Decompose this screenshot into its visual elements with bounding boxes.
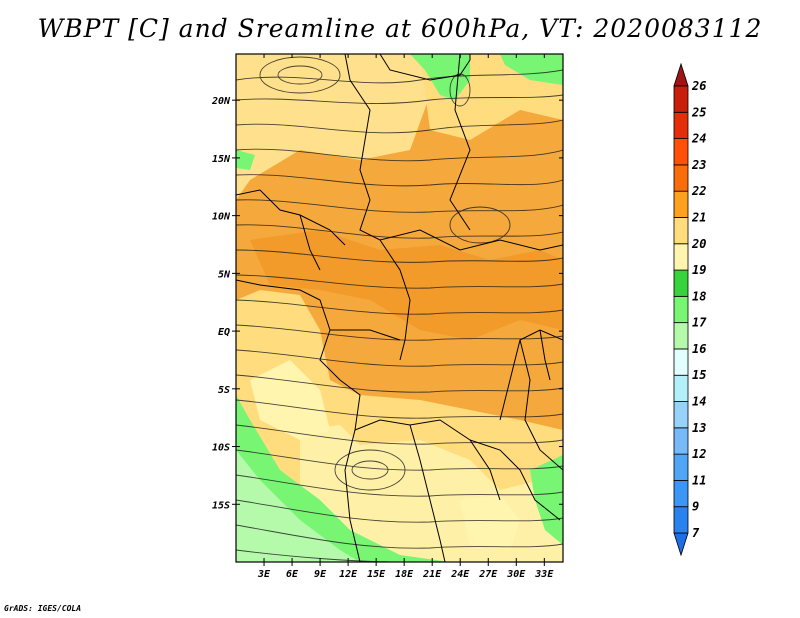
- region-green-small-west: [236, 150, 255, 170]
- lon-tick-label: 18E: [395, 569, 414, 580]
- colorbar-swatch: [673, 322, 689, 350]
- region-green-north: [410, 54, 470, 100]
- colorbar-label: 16: [692, 342, 706, 356]
- colorbar-swatch: [673, 374, 689, 402]
- lon-ticks: [263, 54, 545, 566]
- colorbar-label: 18: [692, 289, 706, 303]
- colorbar-label: 22: [691, 184, 706, 198]
- lat-tick-label: 15N: [212, 154, 231, 165]
- colorbar-swatch: [673, 111, 689, 139]
- colorbar-swatch: [673, 427, 689, 455]
- lon-tick-label: 3E: [257, 569, 271, 580]
- colorbar-label: 24: [691, 132, 706, 146]
- colorbar-label: 25: [691, 105, 706, 119]
- lat-axis: 20N 15N 10N 5N EQ 5S 10S 15S: [211, 96, 231, 511]
- colorbar-swatch: [673, 269, 689, 297]
- lon-tick-label: 24E: [450, 569, 470, 580]
- lon-tick-label: 33E: [534, 569, 554, 580]
- country-borders: [236, 54, 563, 562]
- colorbar-swatch: [673, 480, 689, 508]
- colorbar-swatch: [673, 506, 689, 534]
- colorbar-label: 15: [692, 368, 706, 382]
- lat-tick-label: EQ: [218, 327, 230, 338]
- colorbar-swatch: [673, 453, 689, 481]
- lat-ticks: [232, 99, 563, 505]
- colorbar-swatch: [673, 217, 689, 245]
- colorbar-label: 21: [691, 210, 706, 224]
- colorbar-swatch: [673, 348, 689, 376]
- colorbar-swatch: [673, 295, 689, 324]
- colorbar-label: 9: [692, 500, 699, 514]
- lon-tick-label: 30E: [506, 569, 526, 580]
- region-green-south-east: [530, 455, 563, 545]
- lat-tick-label: 10N: [212, 212, 231, 223]
- lon-tick-label: 27E: [478, 569, 498, 580]
- colorbar-label: 7: [692, 526, 700, 540]
- map-plot-area: [236, 54, 563, 562]
- lon-axis: 3E 6E 9E 12E 15E 18E 21E 24E 27E 30E 33E: [257, 569, 554, 580]
- colorbar-label: 13: [692, 421, 706, 435]
- lon-tick-label: 9E: [314, 569, 327, 580]
- colorbar-low-triangle: [673, 532, 689, 557]
- lat-tick-label: 15S: [212, 500, 230, 511]
- lon-tick-label: 12E: [339, 569, 358, 580]
- map-frame: [235, 53, 564, 563]
- streamlines: [236, 56, 563, 562]
- colorbar-label: 11: [692, 473, 706, 487]
- colorbar-high-triangle: [673, 62, 689, 87]
- colorbar-swatch: [673, 401, 689, 429]
- colorbar-label: 26: [691, 79, 706, 93]
- lat-tick-label: 20N: [211, 96, 231, 107]
- chart-title: WBPT [C] and Sreamline at 600hPa, VT: 20…: [37, 14, 763, 43]
- colorbar-label: 17: [692, 316, 707, 330]
- colorbar-label: 23: [691, 158, 706, 172]
- lat-tick-label: 5N: [218, 269, 231, 280]
- colorbar-swatch: [673, 190, 689, 218]
- lon-tick-label: 21E: [422, 569, 442, 580]
- colorbar: 7 9 11 12 13 14 15 16 17 18 19 20 21 22 23 24 25 26: [673, 62, 707, 557]
- lon-tick-label: 15E: [367, 569, 386, 580]
- lat-tick-label: 10S: [212, 443, 230, 454]
- colorbar-label: 20: [691, 237, 706, 251]
- colorbar-label: 12: [692, 447, 706, 461]
- region-cream-north: [236, 54, 430, 200]
- colorbar-swatch: [673, 85, 689, 113]
- region-pale-interior: [250, 360, 330, 440]
- colorbar-label: 14: [692, 395, 706, 409]
- region-pale-south-east: [460, 495, 520, 550]
- credit-label: GrADS: IGES/COLA: [4, 604, 82, 613]
- region-green-south-west-light: [236, 450, 360, 562]
- region-green-north-east: [500, 54, 563, 85]
- colorbar-label: 19: [692, 263, 706, 277]
- lat-tick-label: 5S: [218, 385, 230, 396]
- lon-tick-label: 6E: [286, 569, 299, 580]
- colorbar-swatch: [673, 164, 689, 192]
- colorbar-swatch: [673, 243, 689, 271]
- colorbar-swatch: [673, 138, 689, 166]
